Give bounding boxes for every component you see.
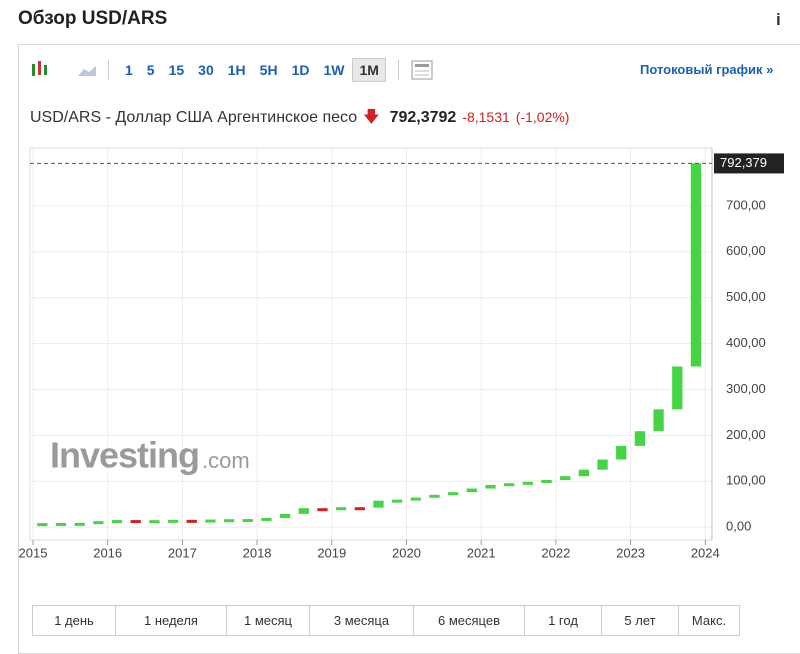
candle-body bbox=[672, 366, 683, 410]
candle-body bbox=[522, 481, 534, 485]
watermark-brand: Investing bbox=[50, 435, 199, 476]
candle-body bbox=[597, 459, 608, 470]
page-title: Обзор USD/ARS bbox=[18, 8, 168, 29]
range-button[interactable]: 1 день bbox=[33, 606, 116, 635]
range-button[interactable]: 1 год bbox=[525, 606, 602, 635]
last-price-box bbox=[714, 153, 784, 174]
candle-body bbox=[653, 409, 664, 432]
separator bbox=[108, 60, 109, 80]
y-tick-label: 700,00 bbox=[726, 197, 766, 212]
streaming-link[interactable]: Потоковый график » bbox=[640, 62, 774, 77]
y-tick-label: 200,00 bbox=[726, 427, 766, 442]
y-tick-label: 100,00 bbox=[726, 473, 766, 488]
watermark-suffix: .com bbox=[202, 448, 250, 473]
quote-line: USD/ARS - Доллар США Аргентинское песо 🡇 7… bbox=[30, 106, 569, 133]
interval-button[interactable]: 1H bbox=[227, 62, 246, 78]
candle-body bbox=[205, 519, 216, 523]
range-button[interactable]: 5 лет bbox=[602, 606, 679, 635]
candle-body bbox=[578, 469, 590, 477]
instrument-name: USD/ARS - Доллар США Аргентинское песо bbox=[30, 109, 358, 126]
candle-body bbox=[167, 519, 179, 523]
candle-body bbox=[111, 520, 123, 524]
interval-button[interactable]: 30 bbox=[198, 62, 214, 78]
range-button[interactable]: 3 месяца bbox=[310, 606, 414, 635]
range-button[interactable]: 6 месяцев bbox=[414, 606, 525, 635]
candle-body bbox=[223, 519, 235, 523]
candle-body bbox=[373, 500, 384, 508]
interval-button[interactable]: 5H bbox=[259, 62, 278, 78]
change: -8,1531 bbox=[462, 109, 510, 125]
range-button[interactable]: Макс. bbox=[691, 613, 727, 628]
candle-body bbox=[317, 508, 328, 512]
x-tick-label: 2020 bbox=[392, 545, 421, 560]
x-tick-label: 2024 bbox=[691, 545, 720, 560]
candle-body bbox=[485, 484, 496, 489]
interval-button[interactable]: 15 bbox=[168, 62, 185, 78]
down-arrow: 🡇 bbox=[363, 109, 380, 126]
candle-body bbox=[690, 163, 702, 367]
y-tick-label: 600,00 bbox=[726, 243, 766, 258]
x-tick-label: 2021 bbox=[467, 545, 496, 560]
change-percent: (-1,02%) bbox=[515, 109, 570, 125]
candle-body bbox=[354, 507, 365, 511]
candle-body bbox=[279, 513, 291, 518]
x-tick-label: 2019 bbox=[317, 545, 346, 560]
candle-body bbox=[448, 492, 459, 496]
candle-body bbox=[186, 519, 197, 523]
x-tick-label: 2017 bbox=[168, 545, 197, 560]
y-tick-label: 500,00 bbox=[726, 289, 766, 304]
candle-body bbox=[55, 522, 67, 526]
interval-button[interactable]: 1M bbox=[352, 58, 386, 82]
x-tick-label: 2018 bbox=[243, 545, 272, 560]
separator bbox=[397, 60, 399, 80]
candle-body bbox=[410, 497, 421, 501]
candle-body bbox=[37, 523, 48, 527]
candle-body bbox=[429, 494, 440, 498]
candle-body bbox=[298, 508, 309, 514]
candle-body bbox=[560, 476, 571, 481]
candle-body bbox=[242, 519, 253, 523]
toolbar: 1 5 15 30 1H 5H 1D 1W 1M bbox=[28, 56, 435, 84]
x-tick-label: 2015 bbox=[19, 545, 48, 560]
candle-body bbox=[392, 499, 403, 503]
range-button[interactable]: 1 неделя bbox=[116, 606, 227, 635]
candle-body bbox=[634, 431, 646, 446]
candle-body bbox=[74, 522, 85, 526]
chart: 0,00 100,00 200,00 300,00 400,00 500,00 600,00… bbox=[19, 147, 784, 560]
y-tick-label: 0,00 bbox=[726, 519, 751, 534]
range-buttons: 1 день 1 неделя 1 месяц 3 месяца 6 месяцев 1 … bbox=[32, 605, 740, 636]
interval-button[interactable]: 1W bbox=[323, 62, 345, 78]
candle-body bbox=[466, 488, 477, 493]
candle-body bbox=[130, 520, 141, 524]
x-tick-label: 2016 bbox=[93, 545, 122, 560]
info-button[interactable]: i bbox=[776, 10, 781, 29]
y-tick-label: 300,00 bbox=[726, 381, 766, 396]
range-button[interactable]: 1 месяц bbox=[227, 606, 310, 635]
candle-body bbox=[616, 445, 627, 460]
candle-body bbox=[261, 517, 272, 521]
interval-button[interactable]: 1 bbox=[125, 62, 133, 78]
last-price-label: 792,379 bbox=[720, 155, 767, 170]
x-tick-label: 2022 bbox=[541, 545, 570, 560]
candle-body bbox=[504, 483, 515, 487]
chart-type-icons[interactable] bbox=[28, 58, 98, 82]
candle-body bbox=[335, 507, 347, 511]
x-tick-label: 2023 bbox=[616, 545, 645, 560]
candle-body bbox=[93, 521, 104, 525]
settings-icon[interactable] bbox=[409, 58, 435, 82]
candle-body bbox=[149, 520, 160, 524]
price: 792,3792 bbox=[389, 109, 457, 126]
interval-button[interactable]: 1D bbox=[291, 62, 310, 78]
y-tick-label: 400,00 bbox=[726, 335, 766, 350]
interval-button[interactable]: 5 bbox=[146, 62, 155, 78]
candle-body bbox=[541, 480, 552, 484]
